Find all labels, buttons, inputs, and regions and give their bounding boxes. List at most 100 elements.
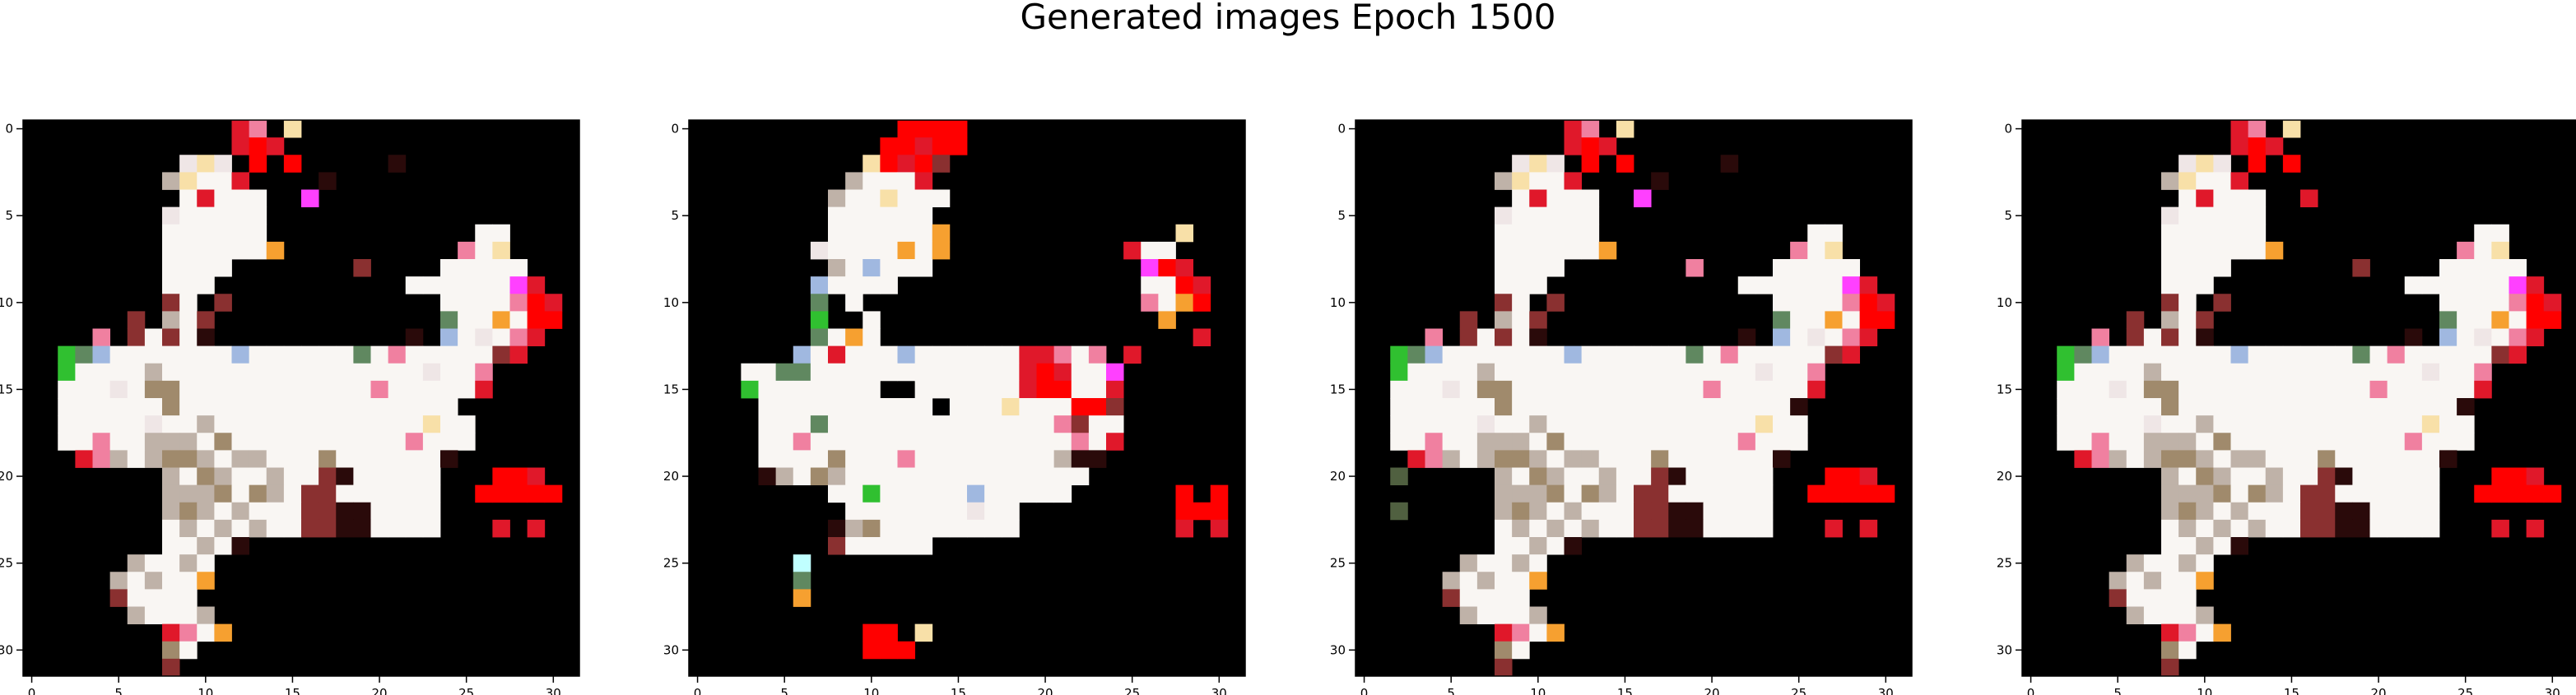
- pixel-cell: [109, 380, 128, 399]
- pixel-cell: [2178, 641, 2197, 660]
- pixel-cell: [2352, 467, 2370, 486]
- pixel-cell: [2265, 467, 2284, 486]
- pixel-cell: [1651, 172, 1669, 190]
- pixel-cell: [1476, 554, 1495, 572]
- pixel-cell: [475, 363, 493, 382]
- pixel-cell: [1825, 328, 1843, 347]
- pixel-cell: [249, 502, 267, 521]
- pixel-cell: [863, 224, 881, 243]
- pixel-cell: [2265, 398, 2284, 416]
- pixel-cell: [2352, 415, 2370, 433]
- pixel-cell: [793, 398, 811, 416]
- pixel-cell: [1495, 363, 1513, 382]
- pixel-cell: [301, 363, 319, 382]
- pixel-cell: [1634, 450, 1652, 468]
- pixel-cell: [127, 345, 146, 364]
- y-tick-label: 20: [1330, 469, 1346, 484]
- pixel-cell: [179, 276, 198, 294]
- pixel-cell: [458, 415, 476, 433]
- pixel-cell: [1053, 345, 1072, 364]
- pixel-cell: [863, 398, 881, 416]
- pixel-cell: [422, 484, 441, 503]
- pixel-cell: [527, 484, 546, 503]
- pixel-cell: [1668, 467, 1686, 486]
- pixel-cell: [1071, 363, 1090, 382]
- pixel-cell: [1807, 241, 1825, 260]
- pixel-cell: [440, 363, 458, 382]
- pixel-cell: [1842, 345, 1861, 364]
- pixel-cell: [793, 572, 811, 590]
- pixel-cell: [2300, 415, 2318, 433]
- pixel-cell: [405, 484, 424, 503]
- pixel-cell: [1564, 206, 1583, 225]
- pixel-cell: [2196, 398, 2214, 416]
- pixel-cell: [197, 380, 215, 399]
- pixel-cell: [2439, 294, 2457, 312]
- x-tick-label: 10: [863, 686, 879, 695]
- pixel-cell: [1720, 433, 1739, 451]
- pixel-cell: [2439, 433, 2457, 451]
- pixel-cell: [197, 224, 215, 243]
- pixel-cell: [793, 554, 811, 572]
- pixel-cell: [1598, 467, 1617, 486]
- pixel-cell: [197, 484, 215, 503]
- pixel-cell: [775, 415, 794, 433]
- pixel-cell: [2178, 206, 2197, 225]
- pixel-cell: [179, 415, 198, 433]
- pixel-cell: [2352, 363, 2370, 382]
- pixel-cell: [2196, 328, 2214, 347]
- pixel-cell: [845, 276, 863, 294]
- pixel-cell: [1720, 450, 1739, 468]
- pixel-cell: [2161, 641, 2179, 660]
- pixel-cell: [440, 276, 458, 294]
- pixel-cell: [144, 554, 163, 572]
- pixel-cell: [2230, 398, 2249, 416]
- pixel-cell: [1546, 502, 1565, 521]
- pixel-cell: [509, 328, 528, 347]
- pixel-cell: [144, 606, 163, 625]
- pixel-cell: [319, 433, 337, 451]
- pixel-cell: [1019, 415, 1037, 433]
- pixel-cell: [2196, 311, 2214, 329]
- pixel-cell: [949, 380, 968, 399]
- pixel-cell: [2074, 433, 2092, 451]
- pixel-cell: [2178, 189, 2197, 208]
- pixel-cell: [2265, 380, 2284, 399]
- pixel-cell: [845, 467, 863, 486]
- pixel-cell: [2491, 294, 2509, 312]
- pixel-cell: [1529, 415, 1547, 433]
- pixel-cell: [283, 415, 302, 433]
- pixel-cell: [388, 415, 407, 433]
- pixel-cell: [179, 572, 198, 590]
- y-tick-label: 20: [0, 469, 13, 484]
- pixel-cell: [2300, 502, 2318, 521]
- pixel-cell: [527, 328, 546, 347]
- pixel-cell: [897, 433, 916, 451]
- pixel-cell: [2057, 363, 2075, 382]
- pixel-cell: [2230, 120, 2249, 138]
- pixel-cell: [2178, 345, 2197, 364]
- pixel-cell: [2387, 380, 2406, 399]
- pixel-cell: [1476, 345, 1495, 364]
- pixel-cell: [984, 450, 1002, 468]
- pixel-cell: [914, 189, 933, 208]
- pixel-cell: [1088, 380, 1107, 399]
- pixel-cell: [2213, 467, 2231, 486]
- pixel-cell: [283, 467, 302, 486]
- pixel-cell: [266, 502, 285, 521]
- pixel-cell: [1581, 155, 1600, 173]
- pixel-cell: [1651, 345, 1669, 364]
- pixel-cell: [1720, 155, 1739, 173]
- pixel-cell: [2213, 623, 2231, 642]
- pixel-cell: [1564, 433, 1583, 451]
- x-tick-label: 0: [1360, 686, 1369, 695]
- pixel-cell: [2387, 467, 2406, 486]
- pixel-cell: [2196, 433, 2214, 451]
- pixel-cell: [162, 345, 180, 364]
- pixel-cell: [828, 328, 846, 347]
- pixel-cell: [127, 311, 146, 329]
- pixel-cell: [1564, 345, 1583, 364]
- pixel-cell: [1720, 502, 1739, 521]
- pixel-cell: [1158, 294, 1176, 312]
